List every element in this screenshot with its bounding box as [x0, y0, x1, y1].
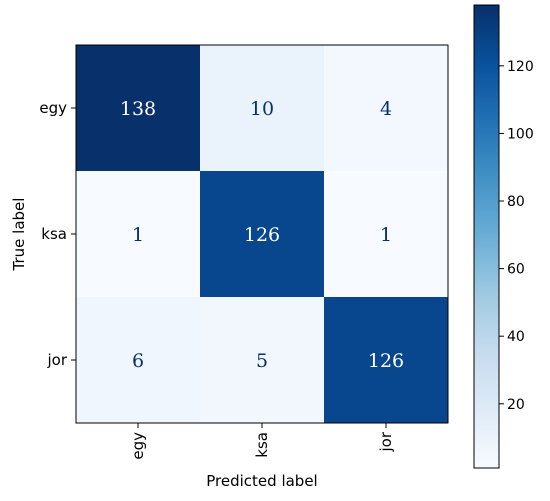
cell-value-label: 10: [250, 98, 274, 120]
x-tick-label: ksa: [253, 432, 271, 458]
heatmap-cell-ksa-jor: [324, 171, 448, 297]
cell-value-label: 4: [380, 98, 392, 120]
cell-value-label: 138: [120, 98, 156, 120]
heatmap-cell-egy-egy: [76, 45, 200, 171]
heatmap-cell-egy-jor: [324, 45, 448, 171]
heatmap-cell-ksa-ksa: [200, 171, 324, 297]
y-tick-label: egy: [39, 99, 67, 117]
cell-value-label: 5: [256, 350, 268, 372]
heatmap-cells: [76, 45, 448, 423]
y-axis-ticks: egy ksa jor: [39, 99, 76, 369]
heatmap-cell-jor-egy: [76, 297, 200, 423]
heatmap-cell-jor-ksa: [200, 297, 324, 423]
colorbar-ticks: 20 40 60 80 100 120: [499, 59, 534, 413]
colorbar-tick-label: 120: [507, 59, 534, 75]
cell-value-labels: 138 10 4 1 126 1 6 5 126: [120, 98, 404, 372]
cell-value-label: 126: [244, 224, 280, 246]
colorbar-tick-label: 20: [507, 397, 525, 413]
cell-value-label: 1: [380, 224, 392, 246]
colorbar-tick-label: 80: [507, 194, 525, 210]
colorbar-tick-label: 40: [507, 329, 525, 345]
heatmap-cell-jor-jor: [324, 297, 448, 423]
cell-value-label: 6: [132, 350, 144, 372]
y-axis-label: True label: [10, 198, 28, 272]
colorbar: [473, 4, 500, 469]
heatmap-cell-egy-ksa: [200, 45, 324, 171]
colorbar-tick-label: 100: [507, 126, 534, 142]
heatmap-cell-ksa-egy: [76, 171, 200, 297]
x-axis-label: Predicted label: [206, 472, 317, 490]
cell-value-label: 1: [132, 224, 144, 246]
y-tick-label: ksa: [41, 225, 67, 243]
cell-value-label: 126: [368, 350, 404, 372]
x-axis-ticks: egy ksa jor: [129, 423, 395, 460]
colorbar-tick-label: 60: [507, 262, 525, 278]
y-tick-label: jor: [46, 351, 67, 369]
x-tick-label: egy: [129, 432, 147, 460]
x-tick-label: jor: [377, 431, 395, 452]
